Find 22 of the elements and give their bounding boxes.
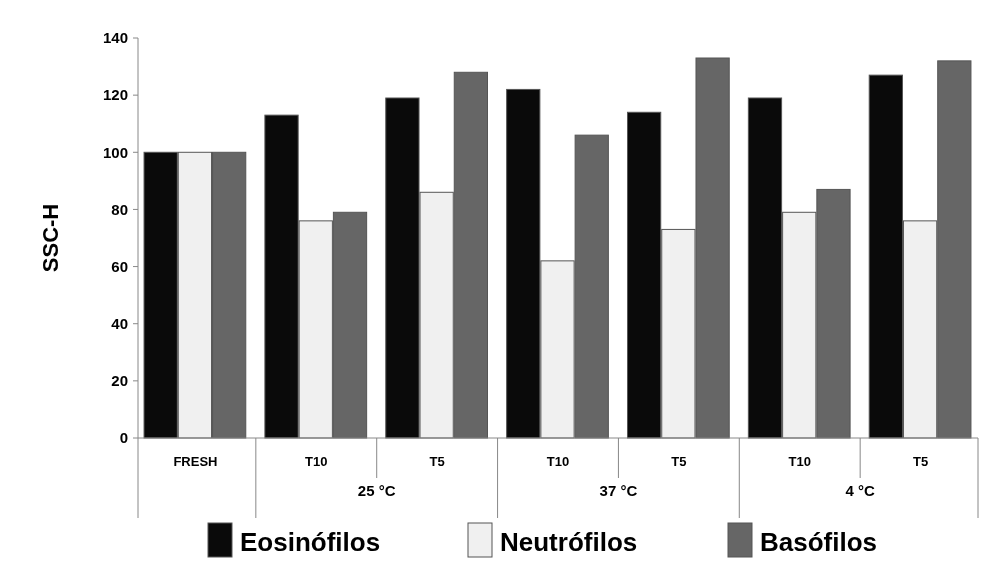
text: 4 °C xyxy=(845,482,875,499)
legend-label: Neutrófilos xyxy=(500,527,638,557)
text: 37 °C xyxy=(599,482,638,499)
x-tick-label: T5 xyxy=(671,454,687,469)
y-tick-label: 20 xyxy=(111,372,128,390)
y-axis-title: SSC-H xyxy=(38,203,63,273)
legend-label: Basófilos xyxy=(760,527,878,557)
y-tick-label: 40 xyxy=(111,314,128,332)
x-tick-label: T10 xyxy=(305,454,328,469)
y-tick-label: 140 xyxy=(102,29,128,47)
text: 25 °C xyxy=(357,482,396,499)
y-tick-label: 60 xyxy=(111,257,128,275)
x-tick-label: FRESH xyxy=(173,454,218,469)
y-tick-label: 0 xyxy=(119,429,128,447)
x-tick-label: T10 xyxy=(788,454,811,469)
legend-label: Eosinófilos xyxy=(240,527,381,557)
y-tick-label: 80 xyxy=(111,200,128,218)
x-tick-label: T5 xyxy=(913,454,929,469)
x-tick-label: T10 xyxy=(546,454,570,469)
y-tick-label: 100 xyxy=(102,143,128,161)
x-tick-label: T5 xyxy=(429,454,445,469)
y-tick-label: 120 xyxy=(102,86,128,104)
